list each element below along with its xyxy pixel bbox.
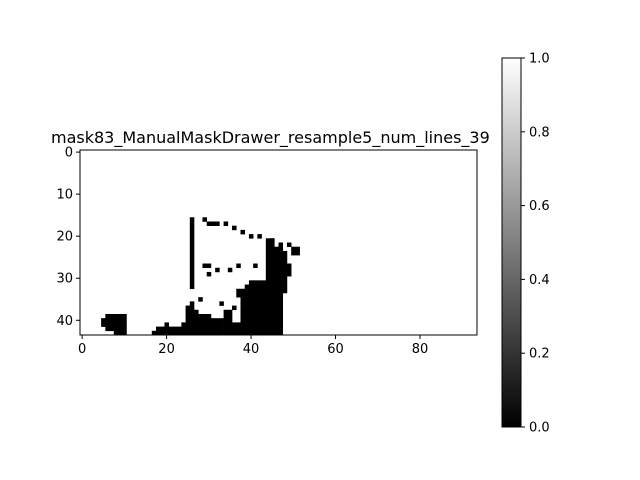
mask-pixel-block xyxy=(291,246,300,256)
colorbar-tick-label: 0.8 xyxy=(529,125,550,140)
mask-pixel-block xyxy=(194,309,199,335)
mask-pixel-block xyxy=(164,322,169,335)
x-tick-label: 60 xyxy=(327,342,344,357)
mask-pixel-block xyxy=(286,263,292,277)
mask-pixel-block xyxy=(248,234,254,239)
colorbar-tick-label: 0.4 xyxy=(529,273,550,288)
mask-pixel-block xyxy=(105,313,127,332)
mask-pixel-block xyxy=(185,305,195,335)
mask-pixel-block xyxy=(232,225,237,231)
colorbar-tick-label: 0.0 xyxy=(529,421,550,436)
mask-pixel-block xyxy=(206,221,220,226)
mask-pixel-block xyxy=(265,242,275,281)
mask-pixel-block xyxy=(206,271,212,277)
colorbar-frame xyxy=(501,57,522,428)
mask-pixel-block xyxy=(248,280,279,335)
axes-frame xyxy=(79,149,478,336)
y-tick-label: 30 xyxy=(56,272,73,287)
y-axis: 0 10 20 30 40 xyxy=(56,146,80,329)
mask-pixel-block xyxy=(227,267,233,273)
mask-pixel-block xyxy=(286,242,292,247)
mask-pixel-block xyxy=(278,242,284,247)
mask-pixel-block xyxy=(202,217,207,222)
colorbar-tick-label: 0.6 xyxy=(529,199,550,214)
mask-pixel-block xyxy=(198,297,203,302)
mask-pixel-block xyxy=(253,263,258,269)
colorbar-tick-label: 1.0 xyxy=(529,52,550,67)
mask-pixel-block xyxy=(278,301,284,335)
mask-pixel-block xyxy=(236,263,241,269)
mask-pixel-block xyxy=(240,229,246,235)
x-tick-label: 0 xyxy=(78,342,86,357)
mask-pixel-block xyxy=(202,263,212,269)
colorbar-tick-label: 0.2 xyxy=(529,347,550,362)
mask-pixel-block xyxy=(189,217,195,290)
mask-pixel-block xyxy=(101,318,106,327)
mask-image xyxy=(79,149,478,336)
mask-pixel-block xyxy=(232,305,237,311)
x-tick-label: 80 xyxy=(412,342,429,357)
x-tick-label: 20 xyxy=(158,342,175,357)
mask-pixel-block xyxy=(215,267,220,273)
colorbar-gradient xyxy=(502,58,521,427)
y-tick-label: 0 xyxy=(65,146,73,161)
chart-title: mask83_ManualMaskDrawer_resample5_num_li… xyxy=(51,128,490,148)
mask-pixel-block xyxy=(244,284,250,290)
mask-pixel-block xyxy=(198,313,212,335)
mask-pixel-block xyxy=(223,221,229,226)
mask-pixel-block xyxy=(210,318,224,335)
x-axis: 0 20 40 60 80 xyxy=(78,335,428,357)
mask-pixel-block xyxy=(257,234,262,239)
mask-pixel-block xyxy=(282,255,288,260)
mask-pixel-block xyxy=(270,238,275,243)
mask-pixel-block xyxy=(156,326,165,335)
mask-pixel-block xyxy=(236,288,250,298)
mask-pixel-block xyxy=(282,259,288,294)
mask-pixel-block xyxy=(113,330,127,335)
mask-pixel-block xyxy=(189,301,195,306)
mask-pixel-block xyxy=(219,301,224,306)
colorbar: 0.0 0.2 0.4 0.6 0.8 1.0 xyxy=(501,52,550,436)
y-tick-label: 10 xyxy=(56,188,73,203)
mask-pixel-block xyxy=(151,330,157,335)
mask-pixel-block xyxy=(240,305,250,335)
mask-pixel-block xyxy=(223,309,233,335)
y-tick-label: 20 xyxy=(56,230,73,245)
y-tick-label: 40 xyxy=(56,314,73,329)
mask-pixel-block xyxy=(168,326,182,335)
mask-pixel-block xyxy=(274,246,284,302)
mask-pixel-block xyxy=(282,250,288,256)
mask-pixel-block xyxy=(240,297,250,306)
x-tick-label: 40 xyxy=(243,342,260,357)
